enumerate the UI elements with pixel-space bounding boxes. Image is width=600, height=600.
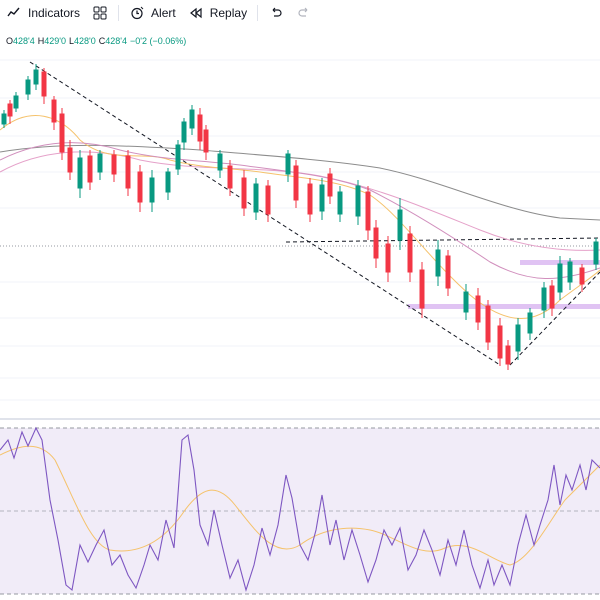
candlesticks[interactable] xyxy=(1,64,599,370)
rewind-icon xyxy=(188,5,204,21)
replay-button[interactable]: Replay xyxy=(182,0,253,26)
redo-button[interactable] xyxy=(290,0,318,26)
uptrend-line[interactable] xyxy=(509,271,600,366)
legend-open: O428'4 xyxy=(6,36,35,46)
grid-icon xyxy=(92,5,108,21)
medium-moving-average-2 xyxy=(0,142,600,280)
indicators-icon xyxy=(6,5,22,21)
chart-area[interactable] xyxy=(0,26,600,600)
alarm-clock-icon xyxy=(129,5,145,21)
toolbar-divider xyxy=(257,5,259,21)
alert-label: Alert xyxy=(151,6,176,20)
replay-label: Replay xyxy=(209,6,248,20)
legend-close: C428'4 xyxy=(98,36,128,46)
fast-moving-average xyxy=(0,115,600,319)
rsi-band xyxy=(0,428,600,594)
downtrend-line[interactable] xyxy=(29,61,501,366)
templates-button[interactable] xyxy=(86,0,114,26)
alert-button[interactable]: Alert xyxy=(123,0,182,26)
horizontal-resistance-line[interactable] xyxy=(285,237,600,243)
indicators-label: Indicators xyxy=(28,6,81,20)
redo-icon xyxy=(296,5,312,21)
indicators-button[interactable]: Indicators xyxy=(0,0,86,26)
legend-high: H429'0 xyxy=(37,36,67,46)
undo-icon xyxy=(268,5,284,21)
support-zone[interactable] xyxy=(408,304,600,309)
toolbar-divider xyxy=(118,5,120,21)
undo-button[interactable] xyxy=(262,0,290,26)
legend-low: L428'0 xyxy=(69,36,96,46)
top-toolbar: Indicators Alert Replay xyxy=(0,0,600,26)
ohlc-legend: O428'4 H429'0 L428'0 C428'4 −0'2 (−0.06%… xyxy=(6,36,186,46)
rsi-signal-line xyxy=(0,445,600,566)
rsi-line xyxy=(0,426,600,592)
slow-moving-average xyxy=(0,144,600,221)
legend-change: −0'2 (−0.06%) xyxy=(130,36,187,46)
